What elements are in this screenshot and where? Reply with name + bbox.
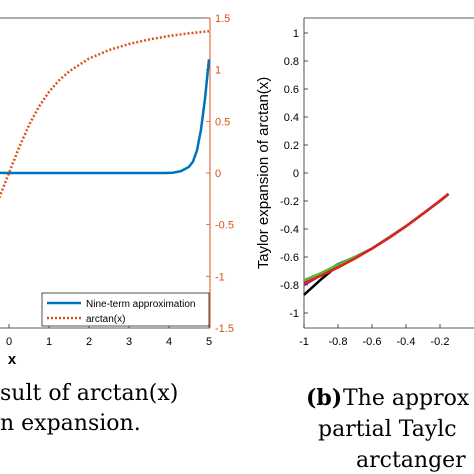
left-y-tick-label: 0.5: [215, 116, 230, 128]
left-x-tick-label: 2: [86, 336, 92, 348]
right-y-tick-label: -0.6: [280, 252, 299, 264]
legend-box: [41, 292, 210, 327]
right-series-group: [303, 192, 450, 296]
left-series-line-2: [0, 29, 210, 200]
right-caption-line-2: partial Taylc: [318, 417, 457, 442]
right-x-tick-label: -0.2: [431, 336, 450, 348]
right-y-ticks: 1 0.8 0.6 0.4 0.2 0 -0.2 -0.4 -0.6 -0.8 -1: [280, 28, 308, 320]
left-caption-line-2: n expansion.: [0, 411, 141, 436]
left-x-tick-label: 4: [166, 336, 172, 348]
right-x-tick-label: -0.8: [329, 336, 348, 348]
right-y-tick-label: 0.8: [284, 56, 299, 68]
left-y-tick-label: -1: [215, 271, 225, 283]
left-x-tick-label: 0: [6, 336, 12, 348]
left-series-line-1: [0, 59, 211, 175]
left-y-tick-label: 1.5: [215, 13, 230, 25]
right-series-line-4: [303, 192, 450, 285]
left-plot: 0 1 2 3 4 5 1.5 1 0.5 0 -0.5 -1 -1.5 x Nine-term ap…: [0, 13, 234, 368]
right-y-tick-label: -1: [289, 308, 299, 320]
left-x-axis-label: x: [8, 351, 17, 368]
left-x-tick-label: 1: [46, 336, 52, 348]
right-plot-area: [304, 18, 474, 328]
left-series-group: [0, 29, 211, 200]
right-caption-tag: (b): [306, 385, 342, 411]
right-caption: (b) The approx partial Taylc arctanger: [306, 385, 470, 473]
right-x-ticks: -1 -0.8 -0.6 -0.4 -0.2: [299, 324, 449, 348]
left-caption-line-1: sult of arctan(x): [0, 381, 178, 406]
right-y-tick-label: 0: [293, 168, 299, 180]
right-x-tick-label: -0.6: [363, 336, 382, 348]
left-y-tick-label: 1: [215, 65, 221, 77]
right-y-axis-label: Taylor expansion of arctan(x): [255, 77, 272, 270]
right-y-tick-label: -0.4: [280, 224, 299, 236]
right-plot: -1 -0.8 -0.6 -0.4 -0.2 1 0.8 0.6 0.4 0.2 0 -0.2 -0.…: [255, 17, 474, 348]
right-y-tick-label: 0.4: [284, 112, 299, 124]
right-x-tick-label: -1: [299, 336, 309, 348]
right-y-tick-label: 0.2: [284, 140, 299, 152]
right-y-tick-label: -0.8: [280, 280, 299, 292]
right-caption-line-3: arctanger: [356, 448, 466, 473]
left-x-tick-label: 3: [126, 336, 132, 348]
left-y-right-ticks: 1.5 1 0.5 0 -0.5 -1 -1.5: [206, 13, 234, 335]
legend-label-series-2: arctan(x): [86, 314, 125, 325]
left-y-tick-label: 0: [215, 168, 221, 180]
legend-label-series-1: Nine-term approximation: [86, 299, 196, 310]
left-caption: sult of arctan(x) n expansion.: [0, 381, 178, 436]
left-legend: Nine-term approximation arctan(x): [41, 292, 210, 327]
right-caption-line-1: The approx: [343, 386, 470, 411]
right-y-tick-label: -0.2: [280, 196, 299, 208]
right-y-tick-label: 0.6: [284, 84, 299, 96]
right-x-tick-label: -0.4: [397, 336, 416, 348]
left-x-tick-label: 5: [206, 336, 212, 348]
right-y-tick-label: 1: [293, 28, 299, 40]
left-y-tick-label: -0.5: [215, 220, 234, 232]
left-y-tick-label: -1.5: [215, 323, 234, 335]
